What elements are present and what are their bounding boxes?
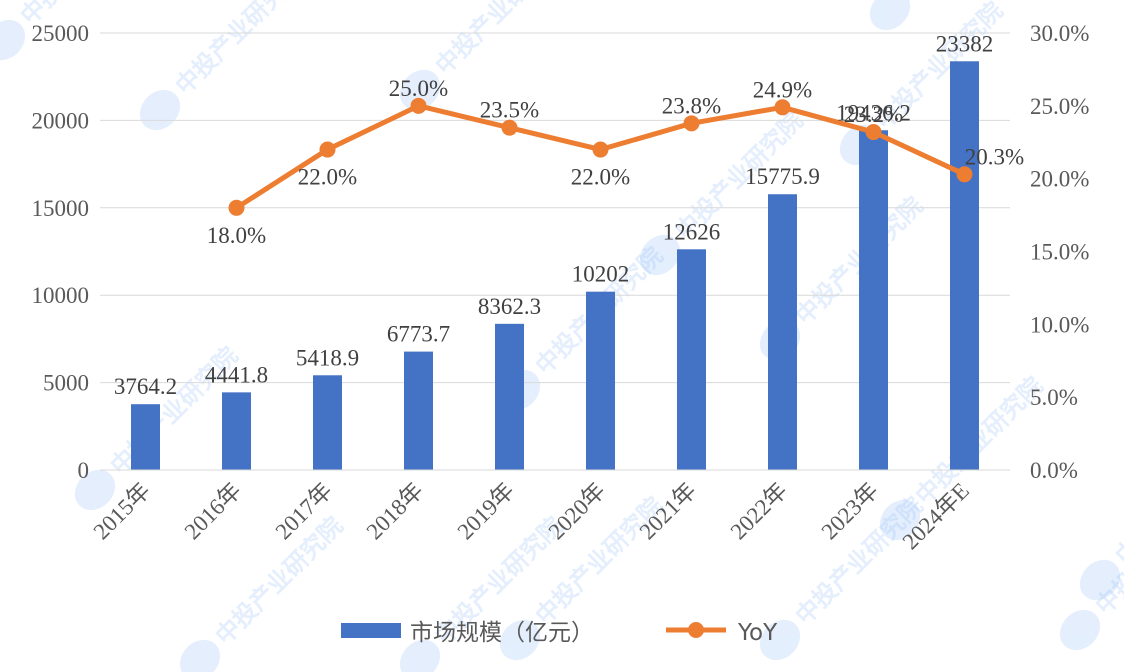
yoy-point: [228, 199, 245, 216]
bar-value-label: 6773.7: [387, 322, 450, 347]
bar-value-label: 5418.9: [296, 345, 359, 370]
yoy-value-label: 25.0%: [389, 76, 448, 101]
yoy-value-label: 23.8%: [662, 93, 721, 118]
y-left-tick-label: 0: [78, 458, 90, 483]
data-labels: 3764.2 4441.8 5418.9 6773.7 8362.3 10202 12626…: [114, 31, 1024, 399]
watermark-logo: 中投产业研究院: [1079, 432, 1124, 601]
bar: [950, 61, 979, 470]
bar-value-label: 12626: [663, 219, 721, 244]
watermark-text: 中投产业研究院: [1110, 432, 1124, 571]
bar-value-label: 23382: [936, 31, 994, 56]
y-axis-right: 0.0% 5.0% 10.0% 15.0% 20.0% 25.0% 30.0%: [1030, 21, 1089, 483]
bar-value-label: 10202: [572, 262, 630, 287]
legend-label-line: YoY: [737, 620, 778, 646]
x-tick-label: 2019年: [453, 478, 519, 544]
yoy-value-label: 22.0%: [571, 165, 630, 190]
legend-swatch-marker: [688, 622, 704, 638]
y-right-tick-label: 30.0%: [1030, 21, 1089, 46]
legend: 市场规模（亿元） YoY: [341, 620, 778, 646]
bar: [677, 249, 706, 470]
yoy-point: [592, 141, 609, 158]
yoy-point: [683, 115, 700, 132]
yoy-point: [956, 166, 973, 183]
yoy-value-label: 20.3%: [965, 144, 1024, 169]
x-tick-label: 2016年: [180, 478, 246, 544]
bar: [768, 194, 797, 470]
y-axis-left: 0 5000 10000 15000 20000 25000: [32, 21, 90, 483]
yoy-value-label: 23.5%: [480, 98, 539, 123]
bar: [859, 130, 888, 470]
x-tick-label: 2018年: [362, 478, 428, 544]
y-right-tick-label: 15.0%: [1030, 240, 1089, 265]
bar-value-label: 3764.2: [114, 374, 177, 399]
yoy-point: [865, 124, 882, 141]
bar: [222, 392, 251, 470]
bar-value-label: 8362.3: [478, 294, 541, 319]
bar: [586, 291, 615, 470]
bar: [404, 351, 433, 470]
yoy-point: [774, 99, 791, 116]
x-tick-label: 2020年: [544, 478, 610, 544]
yoy-point: [501, 119, 518, 136]
y-right-tick-label: 5.0%: [1030, 385, 1078, 410]
yoy-point: [319, 141, 336, 158]
legend-swatch-bar: [341, 623, 401, 638]
yoy-value-label: 22.0%: [298, 165, 357, 190]
watermark-logo: 中投产业研究院: [139, 0, 309, 131]
x-tick-label: 2022年: [726, 478, 792, 544]
bar: [495, 323, 524, 470]
y-left-tick-label: 25000: [32, 21, 90, 46]
watermark-text: 中投产业研究院: [170, 0, 309, 100]
line-series: [228, 97, 973, 216]
yoy-value-label: 24.9%: [753, 77, 812, 102]
bar: [313, 375, 342, 470]
bar-series: [131, 61, 979, 470]
bar: [131, 404, 160, 470]
y-right-tick-label: 20.0%: [1030, 167, 1089, 192]
y-left-tick-label: 10000: [32, 283, 90, 308]
bar-value-label: 4441.8: [205, 362, 268, 387]
legend-label-bar: 市场规模（亿元）: [410, 620, 594, 646]
y-right-tick-label: 25.0%: [1030, 94, 1089, 119]
bar-value-label: 19436.2: [836, 100, 911, 125]
watermark-logo: 中投产业研究院: [399, 512, 568, 672]
yoy-point: [410, 97, 427, 114]
y-right-tick-label: 0.0%: [1030, 458, 1078, 483]
y-right-tick-label: 10.0%: [1030, 312, 1089, 337]
watermark-text: 中投产业研究院: [430, 0, 569, 80]
watermark-text: 中投产业研究院: [910, 372, 1049, 511]
bar-value-label: 15775.9: [745, 164, 820, 189]
yoy-value-label: 18.0%: [207, 223, 266, 248]
y-left-tick-label: 15000: [32, 196, 90, 221]
yoy-value-label: 23.2%: [844, 102, 903, 127]
y-left-tick-label: 5000: [43, 371, 89, 396]
y-left-tick-label: 20000: [32, 108, 90, 133]
